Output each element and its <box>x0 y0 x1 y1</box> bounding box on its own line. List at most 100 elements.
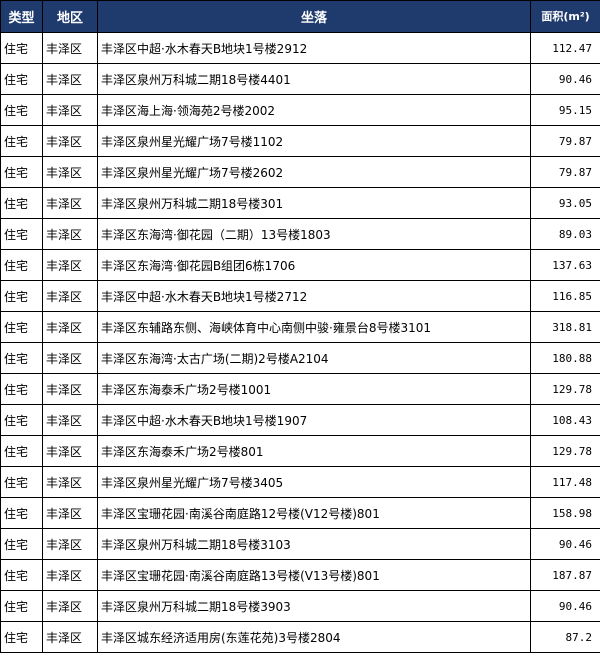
table-cell: 住宅 <box>0 404 43 436</box>
table-row: 住宅 丰泽区 丰泽区东辅路东侧、海峡体育中心南侧中骏·雍景台8号楼3101 318.8… <box>0 311 600 343</box>
table-cell: 丰泽区 <box>42 497 98 529</box>
table-row: 住宅 丰泽区 丰泽区泉州万科城二期18号楼3903 90.46 <box>0 590 600 622</box>
table-row: 住宅 丰泽区 丰泽区海上海·领海苑2号楼2002 95.15 <box>0 94 600 126</box>
table-cell: 丰泽区泉州星光耀广场7号楼3405 <box>97 466 531 498</box>
table-cell: 住宅 <box>0 32 43 64</box>
table-cell: 丰泽区东海湾·御花园（二期）13号楼1803 <box>97 218 531 250</box>
table-cell: 90.46 <box>530 590 600 622</box>
table-cell: 丰泽区中超·水木春天B地块1号楼2712 <box>97 280 531 312</box>
table-cell: 丰泽区 <box>42 342 98 374</box>
table-cell: 住宅 <box>0 342 43 374</box>
header-cell: 类型 <box>0 0 43 33</box>
header-cell: 面积(m²) <box>530 0 600 33</box>
table-cell: 住宅 <box>0 559 43 591</box>
table-cell: 丰泽区 <box>42 590 98 622</box>
table-cell: 住宅 <box>0 311 43 343</box>
table-cell: 90.46 <box>530 63 600 95</box>
table-cell: 90.46 <box>530 528 600 560</box>
header-row: 类型 地区 坐落 面积(m²) <box>0 0 600 33</box>
table-cell: 丰泽区 <box>42 125 98 157</box>
table-cell: 117.48 <box>530 466 600 498</box>
table-row: 住宅 丰泽区 丰泽区泉州星光耀广场7号楼3405 117.48 <box>0 466 600 498</box>
table-cell: 丰泽区海上海·领海苑2号楼2002 <box>97 94 531 126</box>
table-cell: 住宅 <box>0 497 43 529</box>
table-cell: 丰泽区 <box>42 63 98 95</box>
table-row: 住宅 丰泽区 丰泽区城东经济适用房(东莲花苑)3号楼2804 87.2 <box>0 621 600 653</box>
table-cell: 丰泽区 <box>42 187 98 219</box>
table-cell: 丰泽区中超·水木春天B地块1号楼1907 <box>97 404 531 436</box>
table-cell: 住宅 <box>0 435 43 467</box>
table-cell: 丰泽区东海泰禾广场2号楼801 <box>97 435 531 467</box>
table-cell: 住宅 <box>0 218 43 250</box>
table-cell: 180.88 <box>530 342 600 374</box>
table-cell: 丰泽区泉州万科城二期18号楼301 <box>97 187 531 219</box>
table-cell: 158.98 <box>530 497 600 529</box>
table-cell: 318.81 <box>530 311 600 343</box>
table-row: 住宅 丰泽区 丰泽区泉州万科城二期18号楼301 93.05 <box>0 187 600 219</box>
table-cell: 丰泽区泉州星光耀广场7号楼2602 <box>97 156 531 188</box>
table-cell: 住宅 <box>0 63 43 95</box>
table-cell: 住宅 <box>0 280 43 312</box>
table-cell: 丰泽区东辅路东侧、海峡体育中心南侧中骏·雍景台8号楼3101 <box>97 311 531 343</box>
table-row: 住宅 丰泽区 丰泽区东海湾·御花园B组团6栋1706 137.63 <box>0 249 600 281</box>
header-cell: 地区 <box>42 0 98 33</box>
table-cell: 丰泽区宝珊花园·南溪谷南庭路12号楼(V12号楼)801 <box>97 497 531 529</box>
table-cell: 丰泽区 <box>42 156 98 188</box>
table-cell: 住宅 <box>0 590 43 622</box>
table-cell: 丰泽区 <box>42 249 98 281</box>
table-body: 住宅 丰泽区 丰泽区中超·水木春天B地块1号楼2912 112.47 住宅 丰泽区 丰泽区泉… <box>0 32 600 653</box>
table-cell: 丰泽区宝珊花园·南溪谷南庭路13号楼(V13号楼)801 <box>97 559 531 591</box>
table-cell: 187.87 <box>530 559 600 591</box>
table-row: 住宅 丰泽区 丰泽区泉州万科城二期18号楼4401 90.46 <box>0 63 600 95</box>
table-cell: 79.87 <box>530 125 600 157</box>
table-row: 住宅 丰泽区 丰泽区东海湾·御花园（二期）13号楼1803 89.03 <box>0 218 600 250</box>
table-cell: 116.85 <box>530 280 600 312</box>
table-row: 住宅 丰泽区 丰泽区东海泰禾广场2号楼1001 129.78 <box>0 373 600 405</box>
table-cell: 丰泽区 <box>42 466 98 498</box>
table-cell: 丰泽区泉州万科城二期18号楼3103 <box>97 528 531 560</box>
table-cell: 丰泽区 <box>42 559 98 591</box>
table-row: 住宅 丰泽区 丰泽区泉州万科城二期18号楼3103 90.46 <box>0 528 600 560</box>
header-cell: 坐落 <box>97 0 531 33</box>
table-row: 住宅 丰泽区 丰泽区中超·水木春天B地块1号楼1907 108.43 <box>0 404 600 436</box>
table-cell: 89.03 <box>530 218 600 250</box>
table-cell: 丰泽区东海湾·御花园B组团6栋1706 <box>97 249 531 281</box>
table-cell: 住宅 <box>0 621 43 653</box>
table-cell: 住宅 <box>0 466 43 498</box>
table-cell: 丰泽区 <box>42 280 98 312</box>
table-row: 住宅 丰泽区 丰泽区中超·水木春天B地块1号楼2912 112.47 <box>0 32 600 64</box>
table-cell: 丰泽区 <box>42 311 98 343</box>
table-cell: 住宅 <box>0 528 43 560</box>
table-cell: 112.47 <box>530 32 600 64</box>
table-cell: 137.63 <box>530 249 600 281</box>
table-cell: 丰泽区城东经济适用房(东莲花苑)3号楼2804 <box>97 621 531 653</box>
table-cell: 丰泽区 <box>42 218 98 250</box>
table-cell: 丰泽区泉州星光耀广场7号楼1102 <box>97 125 531 157</box>
table-cell: 住宅 <box>0 249 43 281</box>
table-row: 住宅 丰泽区 丰泽区泉州星光耀广场7号楼2602 79.87 <box>0 156 600 188</box>
table-cell: 丰泽区 <box>42 621 98 653</box>
table-cell: 丰泽区 <box>42 435 98 467</box>
table-cell: 丰泽区东海湾·太古广场(二期)2号楼A2104 <box>97 342 531 374</box>
table-cell: 住宅 <box>0 125 43 157</box>
table-cell: 丰泽区中超·水木春天B地块1号楼2912 <box>97 32 531 64</box>
table-cell: 住宅 <box>0 187 43 219</box>
table-cell: 住宅 <box>0 373 43 405</box>
table-cell: 79.87 <box>530 156 600 188</box>
table-cell: 93.05 <box>530 187 600 219</box>
table-row: 住宅 丰泽区 丰泽区宝珊花园·南溪谷南庭路12号楼(V12号楼)801 158.98 <box>0 497 600 529</box>
table-cell: 丰泽区 <box>42 373 98 405</box>
table-row: 住宅 丰泽区 丰泽区中超·水木春天B地块1号楼2712 116.85 <box>0 280 600 312</box>
table-cell: 129.78 <box>530 435 600 467</box>
table-cell: 87.2 <box>530 621 600 653</box>
table-row: 住宅 丰泽区 丰泽区泉州星光耀广场7号楼1102 79.87 <box>0 125 600 157</box>
table-cell: 住宅 <box>0 156 43 188</box>
table-cell: 108.43 <box>530 404 600 436</box>
table-cell: 丰泽区泉州万科城二期18号楼4401 <box>97 63 531 95</box>
table-cell: 丰泽区 <box>42 94 98 126</box>
table-cell: 丰泽区 <box>42 32 98 64</box>
table-cell: 95.15 <box>530 94 600 126</box>
table-cell: 129.78 <box>530 373 600 405</box>
